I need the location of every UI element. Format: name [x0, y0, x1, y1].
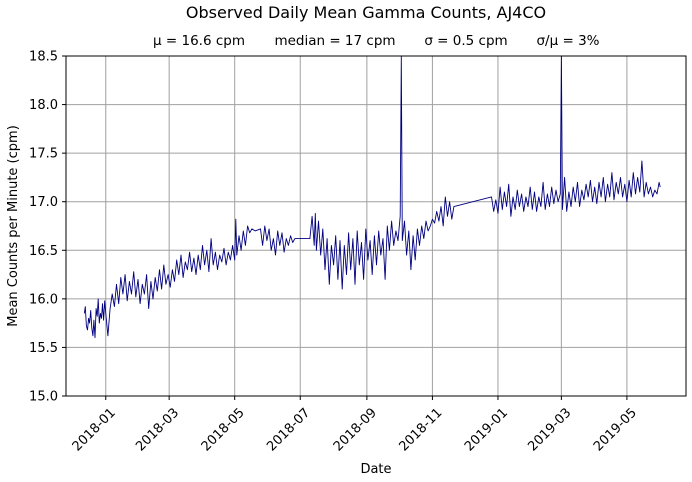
- x-axis-label: Date: [360, 462, 391, 477]
- chart-subtitle: μ = 16.6 cpm median = 17 cpm σ = 0.5 cpm…: [153, 33, 600, 49]
- subtitle-median: median = 17 cpm: [274, 33, 395, 49]
- subtitle-ratio: σ/μ = 3%: [536, 33, 599, 49]
- y-tick-label: 17.0: [29, 195, 58, 210]
- subtitle-sigma: σ = 0.5 cpm: [424, 33, 507, 49]
- y-tick-label: 15.0: [29, 390, 58, 405]
- y-tick-label: 16.0: [29, 292, 58, 307]
- subtitle-mean: μ = 16.6 cpm: [153, 33, 245, 49]
- y-tick-label: 16.5: [29, 244, 58, 259]
- y-axis: 15.0 15.5 16.0 16.5 17.0 17.5 18.0 18.5: [29, 50, 66, 405]
- y-tick-label: 17.5: [29, 147, 58, 162]
- y-axis-label: Mean Counts per Minute (cpm): [6, 125, 21, 327]
- series-group: [83, 56, 661, 339]
- y-tick-label: 15.5: [29, 341, 58, 356]
- y-tick-label: 18.0: [29, 98, 58, 113]
- chart-title: Observed Daily Mean Gamma Counts, AJ4CO: [186, 3, 546, 22]
- plot-frame: [65, 55, 687, 397]
- y-tick-label: 18.5: [29, 50, 58, 65]
- series-line-0: [83, 56, 661, 339]
